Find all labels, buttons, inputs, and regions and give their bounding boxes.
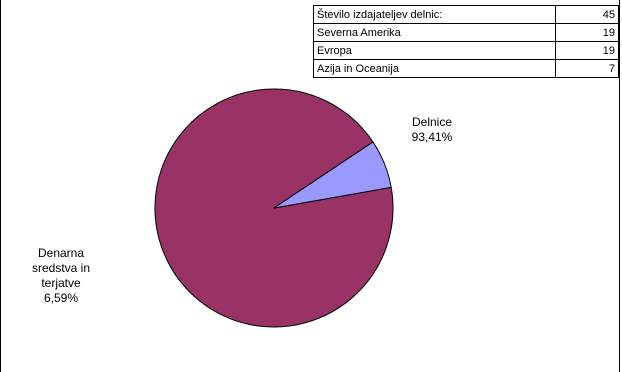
row-label: Število izdajateljev delnic: xyxy=(313,5,556,24)
row-label: Severna Amerika xyxy=(313,23,556,42)
table-row: Število izdajateljev delnic: 45 xyxy=(313,5,619,24)
slice-label-percent: 93,41% xyxy=(411,130,453,144)
row-label: Azija in Oceanija xyxy=(313,59,556,78)
pie-slice-denarna-sredstva xyxy=(273,141,392,209)
table-row: Azija in Oceanija 7 xyxy=(313,59,619,78)
slice-label-delnice: Delnice 93,41% xyxy=(392,115,472,145)
slice-label-percent: 6,59% xyxy=(43,291,79,305)
slice-label-denarna-sredstva: Denarna sredstva in terjatve 6,59% xyxy=(0,246,122,306)
slice-label-name: Denarna sredstva in terjatve xyxy=(31,246,91,290)
slice-label-name: Delnice xyxy=(411,115,453,129)
row-value: 7 xyxy=(555,59,619,78)
issuer-stats-table: Število izdajateljev delnic: 45 Severna … xyxy=(313,5,619,78)
table-row: Severna Amerika 19 xyxy=(313,23,619,42)
